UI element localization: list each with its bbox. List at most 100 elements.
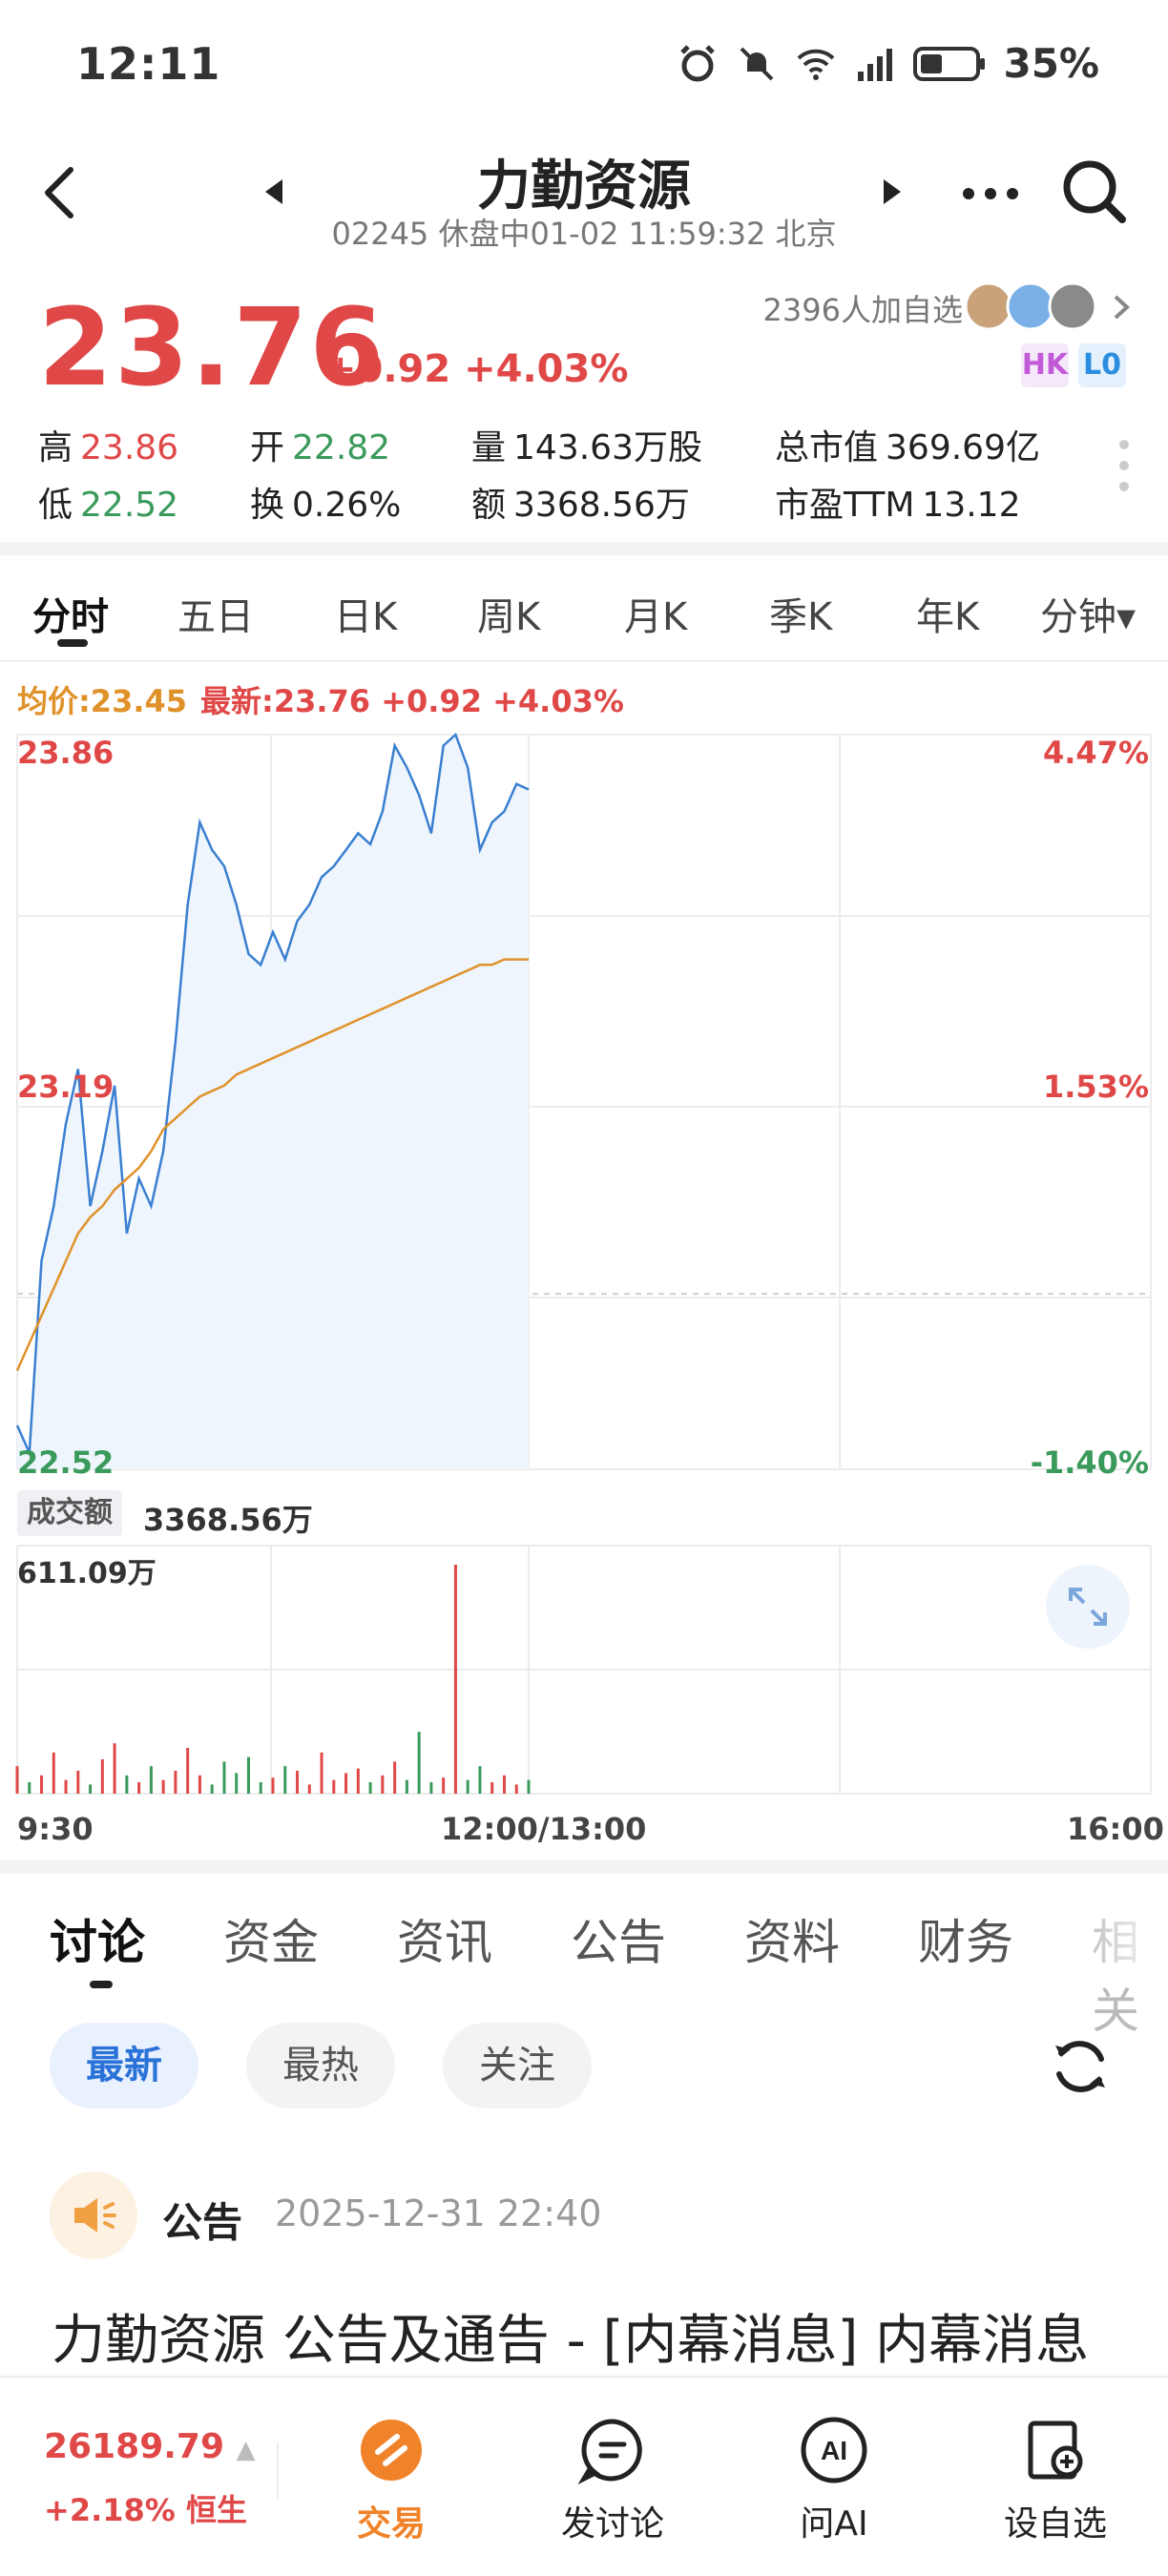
y-label-pct-high: 4.47%	[1043, 735, 1149, 771]
section-divider	[0, 542, 1168, 555]
volume-bar	[113, 1743, 116, 1794]
tab-discussion[interactable]: 讨论	[50, 1915, 145, 1970]
back-icon[interactable]	[38, 164, 84, 221]
y-label-pct-mid: 1.53%	[1043, 1069, 1149, 1105]
volume-bar	[198, 1775, 201, 1794]
stat-volume: 量 143.63万股	[471, 428, 702, 467]
volume-bar	[296, 1771, 300, 1794]
filter-following[interactable]: 关注	[443, 2023, 592, 2109]
current-price: 23.76	[38, 286, 386, 410]
volume-bar	[466, 1779, 469, 1794]
tab-monthly-k[interactable]: 月K	[624, 595, 688, 639]
ai-icon: AI	[801, 2417, 867, 2483]
announcement-title[interactable]: 力勤资源 公告及通告 - [内幕消息] 内幕消息	[52, 2310, 1090, 2372]
volume-bar	[64, 1779, 68, 1794]
speaker-icon	[50, 2171, 137, 2259]
x-label-midday: 12:00/13:00	[441, 1811, 647, 1847]
chat-icon	[577, 2419, 642, 2485]
active-tab-indicator	[57, 639, 88, 647]
tab-intraday[interactable]: 分时	[32, 595, 109, 639]
volume-bar	[246, 1756, 250, 1794]
price-line	[15, 732, 530, 1454]
tab-quarterly-k[interactable]: 季K	[769, 595, 833, 639]
chart-tabs: 分时 五日 日K 周K 月K 季K 年K 分钟▾	[0, 572, 1168, 658]
tab-yearly-k[interactable]: 年K	[916, 595, 980, 639]
tab-minute[interactable]: 分钟▾	[1040, 595, 1137, 639]
status-time: 12:11	[76, 38, 221, 90]
filter-hot[interactable]: 最热	[246, 2023, 395, 2109]
tab-news[interactable]: 资讯	[397, 1915, 492, 1970]
volume-bar	[186, 1748, 190, 1794]
volume-max-label: 611.09万	[17, 1557, 156, 1590]
level-badge: L0	[1078, 343, 1126, 387]
volume-bar	[52, 1752, 55, 1794]
wifi-icon	[798, 49, 835, 80]
tab-capital[interactable]: 资金	[223, 1915, 319, 1970]
stat-amount: 额 3368.56万	[471, 486, 690, 525]
nav-trade[interactable]: 交易	[315, 2414, 468, 2545]
volume-bar	[368, 1782, 372, 1794]
price-change: +0.92 +4.03%	[324, 347, 629, 391]
alarm-icon	[680, 44, 716, 81]
avg-price-line	[15, 958, 529, 1372]
volume-bar	[393, 1761, 397, 1794]
market-badge-hk: HK	[1021, 343, 1069, 387]
stat-open: 开 22.82	[250, 428, 391, 467]
filter-latest[interactable]: 最新	[50, 2023, 198, 2109]
nav-ask-ai[interactable]: AI 问AI	[758, 2414, 910, 2545]
stat-turnover: 换 0.26%	[250, 486, 402, 525]
tab-5day[interactable]: 五日	[177, 595, 254, 639]
volume-bar	[271, 1777, 275, 1794]
volume-label: 成交额	[17, 1490, 122, 1536]
tab-announcements[interactable]: 公告	[571, 1915, 666, 1970]
tab-profile[interactable]: 资料	[744, 1915, 840, 1970]
expand-stats-icon[interactable]	[1118, 439, 1130, 492]
volume-bar	[453, 1565, 457, 1794]
chevron-right-icon[interactable]	[1113, 294, 1130, 321]
tab-daily-k[interactable]: 日K	[334, 595, 398, 639]
volume-bar	[28, 1782, 31, 1794]
follower-avatars[interactable]	[964, 280, 1103, 332]
refresh-icon[interactable]	[1046, 2032, 1115, 2101]
y-label-mid: 23.19	[17, 1069, 114, 1105]
more-icon[interactable]	[962, 187, 1019, 200]
stat-low: 低 22.52	[38, 486, 179, 525]
price-area	[17, 735, 529, 1469]
news-tab-indicator	[90, 1981, 113, 1988]
intraday-chart[interactable]: 23.86 23.19 22.52 4.47% 1.53% -1.40%	[0, 725, 1168, 1803]
fullscreen-icon[interactable]	[1046, 1565, 1130, 1649]
volume-bar	[259, 1782, 262, 1794]
volume-bar	[405, 1779, 408, 1794]
prev-stock-icon[interactable]	[263, 177, 284, 206]
volume-bar	[332, 1779, 336, 1794]
svg-text:AI: AI	[821, 2436, 847, 2465]
volume-bar	[429, 1782, 433, 1794]
tab-weekly-k[interactable]: 周K	[477, 595, 541, 639]
volume-bar	[40, 1775, 44, 1794]
nav-add-watchlist[interactable]: 设自选	[979, 2414, 1132, 2545]
followers-count[interactable]: 2396人加自选	[762, 292, 963, 328]
watchlist-icon	[1028, 2420, 1083, 2480]
legend-last: 最新:23.76 +0.92 +4.03%	[200, 683, 624, 719]
volume-bar	[149, 1766, 153, 1794]
volume-bar	[222, 1761, 226, 1794]
index-change[interactable]: +2.18% 恒生	[44, 2492, 247, 2528]
tab-financials[interactable]: 财务	[918, 1915, 1013, 1970]
index-value[interactable]: 26189.79 ▲	[44, 2427, 256, 2466]
volume-bar	[320, 1752, 323, 1794]
volume-bar	[174, 1771, 177, 1794]
trade-icon	[361, 2420, 422, 2481]
volume-bar	[210, 1784, 214, 1794]
search-icon[interactable]	[1059, 156, 1128, 225]
stat-market-cap: 总市值 369.69亿	[775, 428, 1040, 467]
next-stock-icon[interactable]	[882, 177, 903, 206]
volume-bar	[344, 1773, 348, 1794]
nav-post[interactable]: 发讨论	[536, 2414, 689, 2545]
volume-bar	[235, 1773, 239, 1794]
legend-avg: 均价:23.45	[17, 683, 188, 719]
volume-bar	[76, 1771, 80, 1794]
page-subtitle: 02245 休盘中01-02 11:59:32 北京	[331, 216, 837, 252]
volume-bar	[502, 1775, 506, 1794]
mute-icon	[740, 47, 774, 80]
y-label-high: 23.86	[17, 735, 114, 771]
